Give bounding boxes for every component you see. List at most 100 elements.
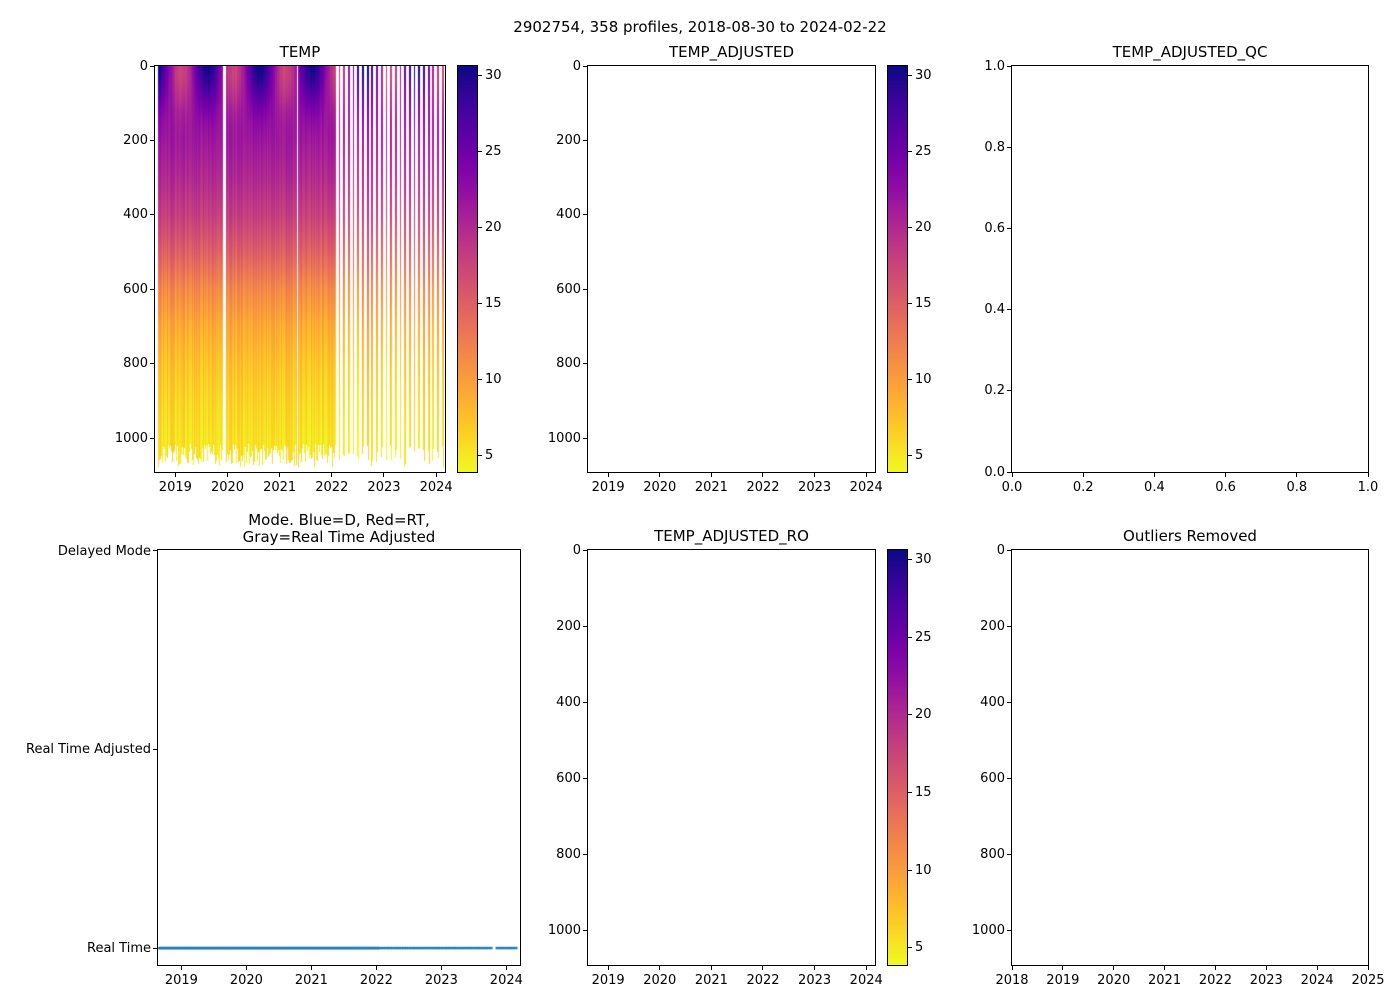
x-tick-mark: [180, 966, 182, 970]
y-tick-label: 0.6: [984, 220, 1005, 236]
x-tick-label: 2022: [1198, 973, 1232, 988]
x-tick-label: 2024: [849, 973, 883, 988]
subplot-temp-adjusted-qc-title: TEMP_ADJUSTED_QC: [1112, 43, 1268, 61]
y-tick-mark: [583, 65, 587, 67]
x-tick-mark: [1225, 473, 1227, 477]
x-tick-label: 1.0: [1357, 480, 1379, 495]
y-tick-label: 0: [572, 58, 581, 74]
x-tick-mark: [174, 473, 176, 477]
y-tick-label: 200: [556, 618, 581, 634]
x-tick-mark: [710, 473, 712, 477]
x-tick-label: 2024: [1300, 973, 1334, 988]
subplot-temp-adjusted-title: TEMP_ADJUSTED: [668, 43, 795, 61]
x-tick-mark: [383, 473, 385, 477]
y-tick-label: 1000: [547, 430, 581, 446]
colorbar-tick-label: 15: [915, 784, 932, 800]
y-tick-mark: [583, 437, 587, 439]
colorbar-tick-mark: [478, 226, 482, 228]
colorbar-tick-label: 10: [915, 862, 932, 878]
y-tick-label: 600: [556, 770, 581, 786]
colorbar-tick-label: 30: [485, 67, 502, 83]
y-tick-mark: [583, 853, 587, 855]
x-tick-mark: [607, 966, 609, 970]
x-tick-label: 2022: [359, 973, 393, 988]
y-tick-label: 0: [139, 58, 148, 74]
x-tick-mark: [814, 473, 816, 477]
x-tick-label: 2019: [164, 973, 198, 988]
y-tick-mark: [150, 288, 154, 290]
temp-heatmap-canvas: [155, 66, 445, 472]
x-tick-label: 2023: [798, 480, 832, 495]
y-tick-mark: [1007, 390, 1011, 392]
x-tick-mark: [440, 966, 442, 970]
x-tick-mark: [659, 966, 661, 970]
colorbar-tick-mark: [908, 150, 912, 152]
colorbar-tick-mark: [908, 74, 912, 76]
y-tick-mark: [1007, 625, 1011, 627]
x-tick-mark: [435, 473, 437, 477]
y-tick-mark: [583, 777, 587, 779]
x-tick-mark: [245, 966, 247, 970]
colorbar-tick-label: 25: [915, 629, 932, 645]
y-tick-label: 0.8: [984, 139, 1005, 155]
y-tick-label: 400: [556, 207, 581, 223]
x-tick-mark: [331, 473, 333, 477]
colorbar-tick-label: 10: [485, 371, 502, 387]
colorbar-tick-label: 10: [915, 371, 932, 387]
y-tick-mark: [150, 363, 154, 365]
y-tick-label: 1000: [547, 922, 581, 938]
x-tick-label: 2024: [419, 480, 453, 495]
x-tick-mark: [310, 966, 312, 970]
x-tick-label: 2024: [489, 973, 523, 988]
x-tick-mark: [227, 473, 228, 477]
y-tick-mark: [583, 139, 587, 141]
x-tick-label: 2020: [210, 480, 245, 495]
y-tick-label: 0: [996, 542, 1005, 558]
y-tick-mark: [1007, 227, 1011, 229]
x-tick-label: 2022: [315, 480, 349, 495]
x-tick-label: 2023: [798, 973, 832, 988]
y-tick-label: 600: [123, 281, 148, 297]
y-tick-label: 800: [980, 846, 1005, 862]
x-tick-mark: [1062, 966, 1064, 970]
y-tick-label: 800: [556, 846, 581, 862]
y-tick-label: 200: [980, 618, 1005, 634]
colorbar-tick-mark: [478, 74, 482, 76]
y-tick-mark: [1007, 853, 1011, 855]
x-tick-mark: [1011, 966, 1013, 970]
colorbar-tick-mark: [908, 378, 912, 380]
colorbar-tick-label: 20: [915, 707, 932, 723]
y-tick-mark: [1007, 929, 1011, 931]
temp-adjusted-qc-canvas: [1012, 66, 1368, 472]
colorbar-tick-mark: [908, 454, 912, 456]
temp-adjusted-ro-canvas: [588, 550, 875, 965]
colorbar-tick-label: 25: [485, 143, 502, 159]
y-tick-label: 200: [556, 132, 581, 148]
subplot-mode: Mode. Blue=D, Red=RT, Gray=Real Time Adj…: [26, 512, 523, 989]
x-tick-label: 2021: [694, 480, 728, 495]
x-tick-label: 2020: [643, 973, 677, 988]
x-tick-mark: [505, 966, 507, 970]
y-tick-label: 1000: [971, 922, 1005, 938]
colorbar-tick-mark: [908, 226, 912, 228]
x-tick-mark: [1082, 473, 1084, 477]
figure-title: 2902754, 358 profiles, 2018-08-30 to 202…: [513, 18, 887, 36]
x-tick-mark: [865, 473, 867, 477]
y-tick-label: Delayed Mode: [57, 543, 151, 559]
y-tick-mark: [1007, 549, 1011, 551]
x-tick-mark: [279, 473, 281, 477]
x-tick-mark: [1296, 473, 1298, 477]
x-tick-label: 2020: [643, 480, 677, 495]
x-tick-mark: [659, 473, 661, 477]
y-tick-mark: [150, 65, 154, 67]
colorbar-tick-label: 5: [915, 447, 924, 463]
y-tick-label: 0: [572, 542, 581, 558]
y-tick-mark: [153, 947, 157, 949]
x-tick-label: 2020: [229, 973, 263, 988]
y-tick-label: 1.0: [984, 58, 1005, 74]
y-tick-label: 800: [123, 356, 148, 372]
y-tick-label: 400: [123, 207, 148, 223]
y-tick-label: 600: [980, 770, 1005, 786]
colorbar-tick-mark: [908, 302, 912, 304]
x-tick-label: 2021: [694, 973, 728, 988]
